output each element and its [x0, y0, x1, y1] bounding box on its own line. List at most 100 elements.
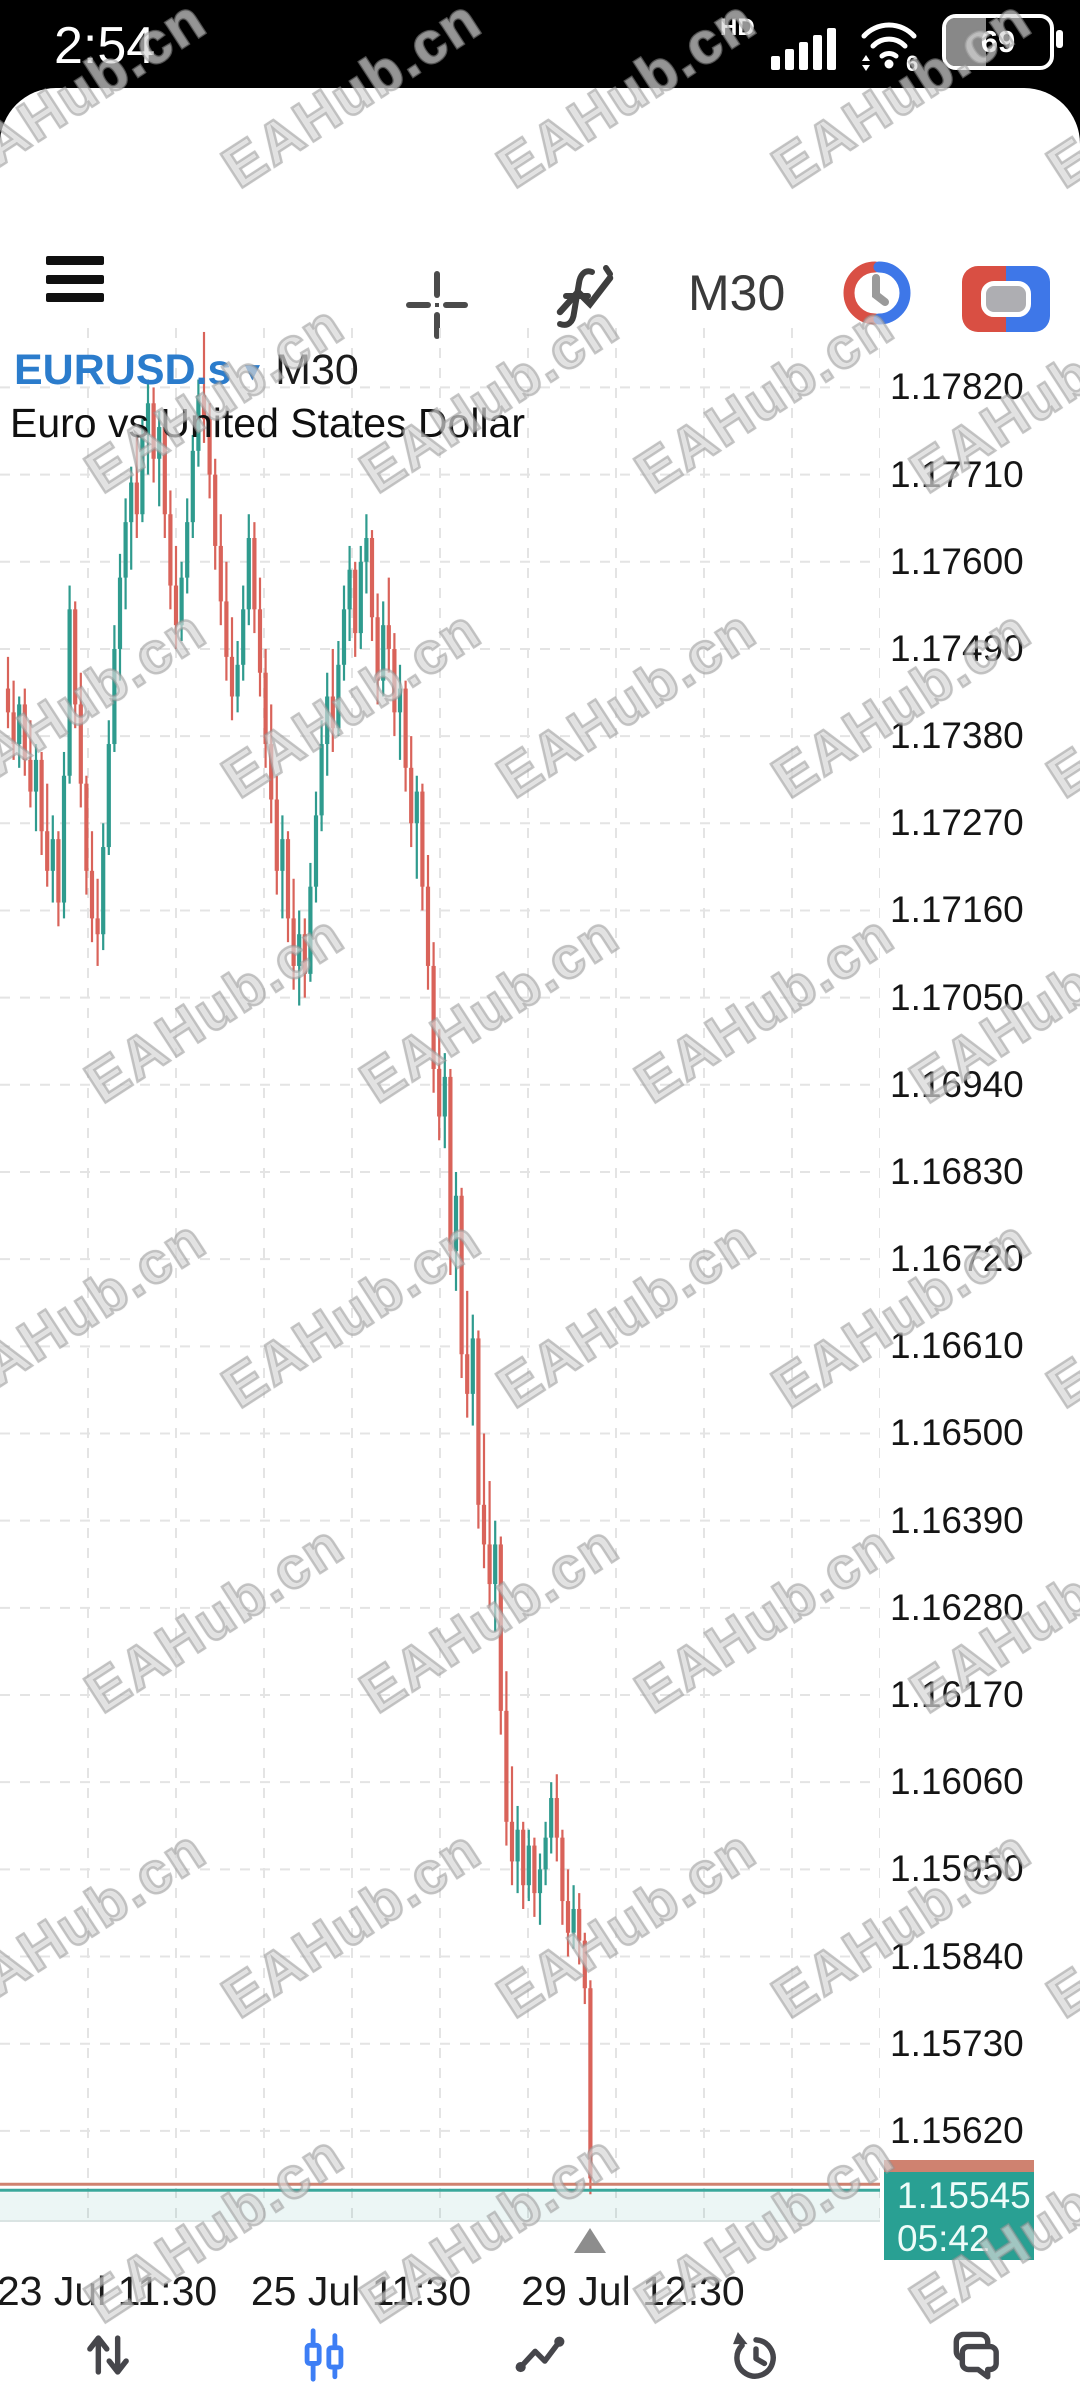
status-clock: 2:54 [54, 17, 156, 75]
nav-item-charts[interactable]: 图表 [216, 2326, 432, 2400]
candle-body [123, 522, 128, 578]
candle-body [319, 744, 324, 816]
price-axis-label: 1.15840 [890, 1935, 1024, 1977]
candle-body [476, 1338, 481, 1505]
candle-body [168, 514, 173, 586]
below-bid-tint [0, 2192, 880, 2222]
price-axis-label: 1.17270 [890, 802, 1024, 844]
candle-body [308, 886, 313, 974]
candle-body [493, 1544, 498, 1585]
candle-body [179, 577, 184, 626]
hd-badge: HD [720, 14, 755, 41]
candle-body [532, 1845, 537, 1894]
candle-body [145, 403, 151, 435]
candle-body [358, 561, 363, 634]
price-axis-label: 1.16940 [890, 1063, 1024, 1105]
price-axis-label: 1.17600 [890, 540, 1024, 582]
trade-sessions-button[interactable] [842, 258, 912, 328]
candle-body [17, 704, 22, 745]
battery-percent: 69 [980, 24, 1016, 59]
indicators-button[interactable] [540, 260, 626, 336]
price-chart-canvas[interactable] [0, 328, 880, 2222]
candle-body [106, 744, 111, 848]
candle-body [403, 688, 408, 768]
bid-price-badge: 1.15545 05:42 [884, 2172, 1034, 2261]
candle-body [201, 395, 207, 420]
candle-body [521, 1829, 526, 1886]
time-axis-label: 25 Jul 11:30 [250, 2268, 472, 2314]
trade-icon [515, 2336, 565, 2373]
candle-body [577, 1908, 582, 1941]
price-axis-label: 1.16830 [890, 1150, 1024, 1192]
candle-body [61, 775, 67, 903]
nav-item-history[interactable]: 历史 [648, 2326, 864, 2400]
candle-body [95, 918, 100, 935]
candle-wick [482, 1433, 486, 1569]
candle-body [465, 1354, 470, 1394]
candle-body [291, 918, 296, 966]
candle-body [582, 1940, 587, 1989]
battery-icon: 69 [942, 14, 1063, 70]
candle-body [263, 672, 268, 745]
candle-body [162, 427, 167, 515]
candle-body [554, 1798, 559, 1838]
candle-body [364, 538, 369, 562]
candle-body [481, 1504, 487, 1545]
candle-body [431, 965, 436, 1069]
candle-body [347, 569, 352, 610]
candle-body [336, 664, 341, 729]
candle-body [89, 870, 95, 919]
symbol-description: Euro vs United States Dollar [10, 400, 526, 446]
candle-body [397, 688, 403, 713]
candle-body [5, 688, 11, 713]
status-icons: HD 6 69 [720, 14, 1063, 72]
nav-item-messages[interactable]: 信息 [864, 2326, 1080, 2400]
broker-logo-button[interactable] [962, 266, 1050, 332]
nav-item-trade[interactable]: 交易 [432, 2326, 648, 2400]
nav-label: 图表 [284, 2388, 364, 2400]
candle-body [414, 791, 419, 824]
candle-body [185, 522, 190, 578]
timeframe-button[interactable]: M30 [688, 265, 786, 321]
candle-body [369, 538, 375, 618]
price-axis-label: 1.15950 [890, 1848, 1024, 1890]
candle-body [453, 1195, 459, 1252]
cellular-signal-icon: HD [720, 14, 836, 72]
crosshair-button[interactable] [400, 268, 474, 342]
candle-body [241, 609, 246, 665]
candle-body [330, 696, 335, 729]
bid-price-value: 1.15545 [897, 2175, 1031, 2217]
candle-body [459, 1195, 464, 1355]
menu-button[interactable] [46, 256, 104, 302]
candle-body [129, 482, 134, 523]
price-axis-label: 1.17050 [890, 976, 1024, 1018]
candle-body [280, 839, 285, 871]
bottom-nav: 行情 图表 交易 [0, 2326, 1080, 2400]
candle-body [470, 1338, 475, 1394]
candle-body [515, 1829, 520, 1862]
candle-body [302, 934, 307, 974]
nav-label: 历史 [716, 2388, 796, 2400]
candle-body [190, 450, 195, 523]
candle-wick [415, 775, 418, 879]
candle-body [67, 609, 72, 776]
candle-body [274, 799, 279, 871]
candle-body [448, 1076, 453, 1252]
ask-price-strip [884, 2160, 1034, 2173]
price-axis-label: 1.17710 [890, 453, 1024, 495]
candle-body [117, 577, 123, 649]
price-axis-label: 1.15730 [890, 2022, 1024, 2064]
nav-label: 信息 [932, 2388, 1012, 2400]
nav-label: 行情 [68, 2388, 148, 2400]
nav-item-quotes[interactable]: 行情 [0, 2326, 216, 2400]
price-axis-label: 1.16610 [890, 1325, 1024, 1367]
nav-label: 交易 [500, 2388, 580, 2400]
candle-body [498, 1544, 503, 1711]
chart-timeframe: M30 [275, 346, 359, 394]
candle-body [565, 1901, 571, 1933]
candle-body [196, 395, 201, 451]
price-axis-label: 1.17380 [890, 715, 1024, 757]
candle-body [33, 759, 39, 792]
chart-symbol-selector[interactable]: EURUSD.s ▼ M30 [14, 346, 359, 395]
